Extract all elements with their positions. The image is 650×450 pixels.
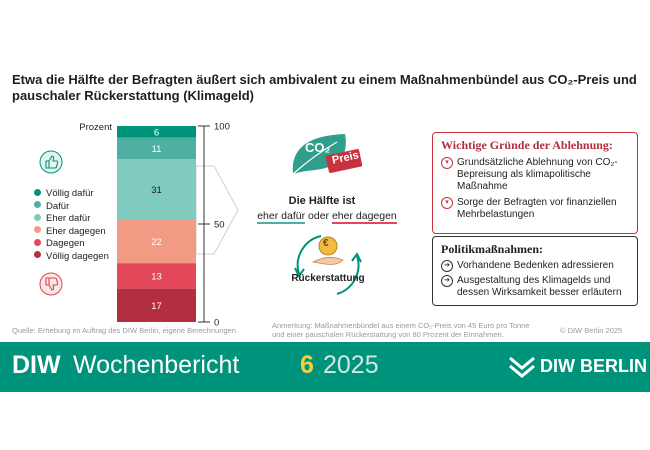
co2-leaf-icon: CO₂ Preis <box>287 130 363 180</box>
bar-segment-label: 11 <box>152 144 162 155</box>
option-against: eher dagegen <box>331 210 397 224</box>
y-tick-label: 0 <box>214 318 219 329</box>
bar-segment <box>117 126 196 138</box>
thumbs-down-small-icon: ▾ <box>441 157 453 169</box>
method-note: Anmerkung: Maßnahmenbündel aus einem CO₂… <box>272 321 530 339</box>
refund-label: Rückerstattung <box>291 273 365 284</box>
legend-swatch <box>34 188 41 196</box>
bar-segment-label: 6 <box>154 127 159 138</box>
legend-label: Völlig dagegen <box>46 250 109 262</box>
bar-segment <box>117 263 196 289</box>
legend-item: Eher dagegen <box>34 226 106 238</box>
footer-issue: 6 <box>300 351 314 379</box>
legend-item: Dagegen <box>34 238 85 250</box>
bar-segment <box>117 288 196 322</box>
refund-cycle-icon: € <box>285 230 371 300</box>
middle-subline: eher dafür oder eher dagegen <box>257 210 397 224</box>
footer-publication: Wochenbericht <box>73 351 240 379</box>
rejection-reason-item: ▾ Sorge der Befragten vor finanziellen M… <box>441 197 631 221</box>
policy-measure-item: ➔ Vorhandene Bedenken adressieren <box>441 260 631 272</box>
legend-swatch <box>34 226 41 234</box>
thumbs-up-icon <box>39 150 63 174</box>
legend-label: Eher dagegen <box>46 225 106 237</box>
thumbs-down-icon <box>39 272 63 296</box>
policy-measures-title: Politikmaßnahmen: <box>441 242 544 256</box>
arrow-right-icon: ➔ <box>441 275 453 287</box>
legend-label: Dafür <box>46 200 70 212</box>
legend-swatch <box>34 238 41 246</box>
legend-item: Völlig dafür <box>34 188 94 200</box>
y-tick-label: 50 <box>214 220 225 231</box>
footer-year: 2025 <box>323 351 379 379</box>
y-tick-label: 100 <box>214 122 230 133</box>
bar-segment-label: 17 <box>151 301 162 312</box>
co2-badge-label: CO₂ <box>305 140 331 155</box>
footer-logo-text: DIW BERLIN <box>540 356 647 376</box>
footer-brand: DIW <box>12 351 61 379</box>
bar-segment <box>117 220 196 264</box>
bar-segment-label: 13 <box>151 271 162 282</box>
source-note: Quelle: Erhebung im Auftrag des DIW Berl… <box>12 326 238 335</box>
chart-title: Etwa die Hälfte der Befragten äußert sic… <box>12 72 637 103</box>
legend-swatch <box>34 201 41 209</box>
bar-segment <box>117 137 196 160</box>
rejection-reasons-title: Wichtige Gründe der Ablehnung: <box>441 138 613 152</box>
bar-segment-label: 31 <box>151 185 162 196</box>
legend-swatch <box>34 251 41 259</box>
legend-swatch <box>34 213 41 221</box>
legend-item: Dafür <box>34 201 69 213</box>
policy-measure-item: ➔ Ausgestaltung des Klimagelds und desse… <box>441 275 631 299</box>
bar-segment <box>117 159 196 221</box>
legend-label: Dagegen <box>46 238 85 249</box>
rejection-reasons-box: Wichtige Gründe der Ablehnung: ▾ Grundsä… <box>432 132 638 234</box>
rejection-reason-item: ▾ Grundsätzliche Ablehnung von CO₂-Bepre… <box>441 157 631 193</box>
legend-item: Eher dafür <box>34 213 90 225</box>
bracket-arrow <box>195 165 239 255</box>
coin-euro-symbol: € <box>323 238 329 249</box>
stacked-bar-chart: 6 11 31 22 13 17 100 50 0 Prozent <box>79 122 239 329</box>
diw-logo-icon <box>508 354 536 380</box>
copyright-note: © DIW Berlin 2025 <box>560 326 623 335</box>
legend-item: Völlig dagegen <box>34 251 109 263</box>
option-connector: oder <box>308 210 330 222</box>
bar-segment-label: 22 <box>151 237 162 248</box>
legend-label: Völlig dafür <box>46 188 94 199</box>
middle-headline: Die Hälfte ist <box>288 195 356 207</box>
option-for: eher dafür <box>257 210 306 224</box>
policy-measures-box: Politikmaßnahmen: ➔ Vorhandene Bedenken … <box>432 236 638 306</box>
legend-label: Eher dafür <box>46 213 91 224</box>
footer-band: DIW Wochenbericht 6 2025 DIW BERLIN <box>0 342 650 392</box>
thumbs-down-small-icon: ▾ <box>441 197 453 209</box>
y-axis-label: Prozent <box>79 122 112 133</box>
arrow-right-icon: ➔ <box>441 260 453 272</box>
